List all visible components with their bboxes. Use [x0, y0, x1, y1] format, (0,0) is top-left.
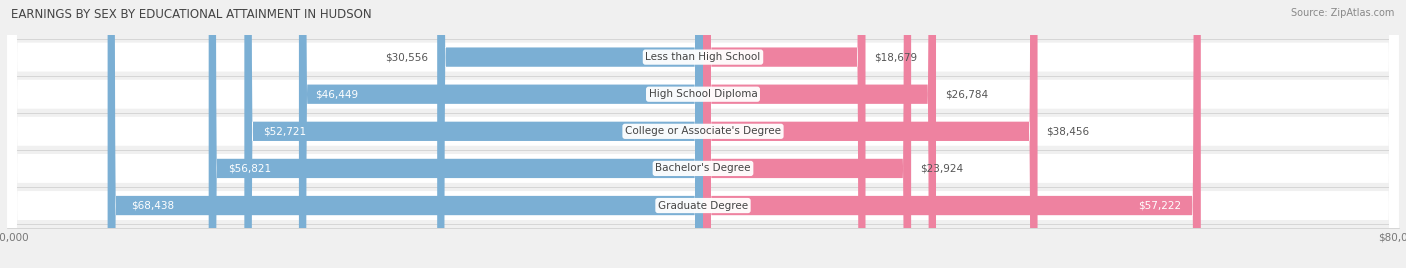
- FancyBboxPatch shape: [208, 0, 703, 268]
- FancyBboxPatch shape: [108, 0, 703, 268]
- FancyBboxPatch shape: [7, 0, 1399, 268]
- FancyBboxPatch shape: [703, 0, 936, 268]
- FancyBboxPatch shape: [437, 0, 703, 268]
- Text: EARNINGS BY SEX BY EDUCATIONAL ATTAINMENT IN HUDSON: EARNINGS BY SEX BY EDUCATIONAL ATTAINMEN…: [11, 8, 371, 21]
- FancyBboxPatch shape: [299, 0, 703, 268]
- Text: Graduate Degree: Graduate Degree: [658, 200, 748, 211]
- Text: $23,924: $23,924: [920, 163, 963, 173]
- FancyBboxPatch shape: [703, 0, 1201, 268]
- Text: Source: ZipAtlas.com: Source: ZipAtlas.com: [1291, 8, 1395, 18]
- Text: $46,449: $46,449: [315, 89, 359, 99]
- Text: College or Associate's Degree: College or Associate's Degree: [626, 126, 780, 136]
- FancyBboxPatch shape: [245, 0, 703, 268]
- Text: $57,222: $57,222: [1137, 200, 1181, 211]
- FancyBboxPatch shape: [7, 0, 1399, 268]
- FancyBboxPatch shape: [703, 0, 911, 268]
- Text: Bachelor's Degree: Bachelor's Degree: [655, 163, 751, 173]
- Text: Less than High School: Less than High School: [645, 52, 761, 62]
- Text: $38,456: $38,456: [1046, 126, 1090, 136]
- Text: $52,721: $52,721: [263, 126, 307, 136]
- FancyBboxPatch shape: [703, 0, 866, 268]
- Text: $30,556: $30,556: [385, 52, 429, 62]
- Text: $26,784: $26,784: [945, 89, 988, 99]
- FancyBboxPatch shape: [7, 0, 1399, 268]
- Text: $68,438: $68,438: [131, 200, 174, 211]
- FancyBboxPatch shape: [7, 0, 1399, 268]
- FancyBboxPatch shape: [703, 0, 1038, 268]
- FancyBboxPatch shape: [7, 0, 1399, 268]
- Text: $56,821: $56,821: [228, 163, 271, 173]
- Text: $18,679: $18,679: [875, 52, 917, 62]
- Text: High School Diploma: High School Diploma: [648, 89, 758, 99]
